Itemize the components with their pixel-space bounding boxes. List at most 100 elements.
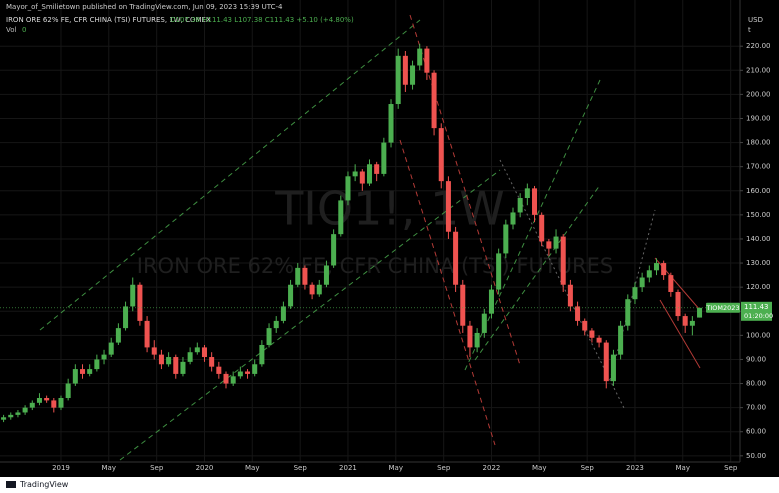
y-tick-label: 130.00 — [746, 259, 771, 267]
y-tick-label: 140.00 — [746, 235, 771, 243]
candle-body — [15, 412, 21, 415]
candle-body — [36, 398, 42, 403]
trend-line — [119, 169, 501, 461]
candle-body — [166, 357, 172, 365]
candle-body — [481, 313, 487, 333]
candle-body — [79, 369, 86, 374]
y-tick-label: 210.00 — [746, 66, 771, 74]
candle-body — [553, 236, 559, 249]
x-tick-label: 2021 — [339, 464, 357, 472]
candle-body — [424, 48, 430, 73]
watermark-name: IRON ORE 62% FE, CFR CHINA (TSI) FUTURES — [137, 254, 613, 278]
candle-body — [697, 307, 703, 318]
candle-body — [158, 354, 164, 365]
footer: TradingView — [0, 477, 779, 493]
grid — [0, 0, 740, 462]
contract-label: TIOM2023 — [705, 304, 739, 312]
x-tick-label: May — [676, 464, 690, 472]
published-line: Mayor_of_Smilietown published on Trading… — [6, 3, 283, 11]
x-tick-label: Sep — [150, 464, 164, 472]
candle-body — [438, 128, 444, 182]
y-tick-label: 90.00 — [746, 355, 766, 363]
x-tick-label: May — [532, 464, 546, 472]
candle-body — [94, 359, 100, 370]
watermark-symbol: TIO1!, 1W — [274, 182, 505, 236]
candle-body — [431, 72, 437, 129]
y-tick-label: 60.00 — [746, 428, 766, 436]
candle-body — [689, 320, 695, 326]
contract-tag — [706, 302, 740, 313]
trend-line — [39, 19, 421, 331]
x-tick-label: 2023 — [626, 464, 644, 472]
candle-body — [510, 212, 516, 225]
candle-body — [524, 188, 530, 198]
candle-body — [331, 234, 337, 266]
y-tick-label: 150.00 — [746, 211, 771, 219]
candle-body — [144, 320, 150, 348]
volume-label: Vol — [6, 26, 17, 34]
candle-body — [309, 284, 315, 295]
footer-brand: TradingView — [20, 480, 69, 489]
logo — [6, 481, 16, 488]
candle-body — [216, 366, 222, 374]
candle-body — [625, 299, 631, 326]
candle-body — [1, 417, 7, 420]
candle-body — [187, 352, 193, 362]
legend-symbol: IRON ORE 62% FE, CFR CHINA (TSI) FUTURES… — [6, 16, 211, 24]
candle-body — [173, 357, 179, 374]
candle-body — [618, 325, 624, 355]
candle-body — [395, 55, 401, 105]
candle-body — [22, 407, 28, 413]
candle-body — [532, 188, 538, 215]
candle-body — [295, 267, 301, 285]
candle-body — [388, 104, 394, 143]
candle-body — [123, 306, 129, 329]
candle-body — [453, 231, 459, 285]
candle-body — [496, 253, 502, 290]
candle-body — [596, 337, 602, 343]
x-tick-label: Sep — [724, 464, 738, 472]
candle-body — [653, 263, 659, 271]
candle-body — [209, 357, 215, 367]
candle-body — [632, 287, 638, 300]
candle-body — [72, 369, 78, 384]
y-tick-label: 70.00 — [746, 404, 766, 412]
currency: USD — [748, 16, 763, 24]
y-tick-label: 200.00 — [746, 90, 771, 98]
candle-body — [266, 328, 272, 345]
candle-body — [338, 200, 344, 235]
x-tick-label: Sep — [437, 464, 451, 472]
candle-body — [460, 284, 466, 326]
trend-line — [609, 209, 656, 381]
candle-body — [223, 373, 229, 384]
candle-body — [402, 55, 408, 85]
candle-body — [302, 267, 308, 285]
y-tick-label: 190.00 — [746, 114, 771, 122]
candle-body — [417, 48, 423, 66]
x-tick-label: Sep — [581, 464, 595, 472]
candle-body — [259, 344, 265, 365]
candle-body — [288, 284, 294, 307]
x-tick-label: May — [389, 464, 403, 472]
candle-body — [252, 364, 258, 374]
candle-body — [410, 65, 416, 85]
legend-ohlc: O107.38 H111.43 L107.38 C111.43 +5.10 (+… — [170, 16, 354, 24]
y-tick-label: 180.00 — [746, 139, 771, 147]
candle-body — [374, 164, 380, 174]
candle-body — [280, 306, 286, 321]
trend-line — [659, 299, 701, 369]
volume-value: 0 — [22, 26, 26, 34]
candle-body — [639, 277, 645, 288]
x-tick-label: May — [245, 464, 259, 472]
candle-body — [610, 354, 616, 382]
candle-body — [151, 347, 157, 355]
candle-body — [675, 291, 681, 317]
candle-body — [101, 354, 107, 360]
candle-body — [668, 275, 674, 292]
candle-body — [575, 306, 581, 321]
candle-body — [661, 263, 667, 276]
candle-body — [180, 361, 186, 374]
candle-body — [646, 270, 652, 278]
candle-body — [201, 347, 207, 358]
